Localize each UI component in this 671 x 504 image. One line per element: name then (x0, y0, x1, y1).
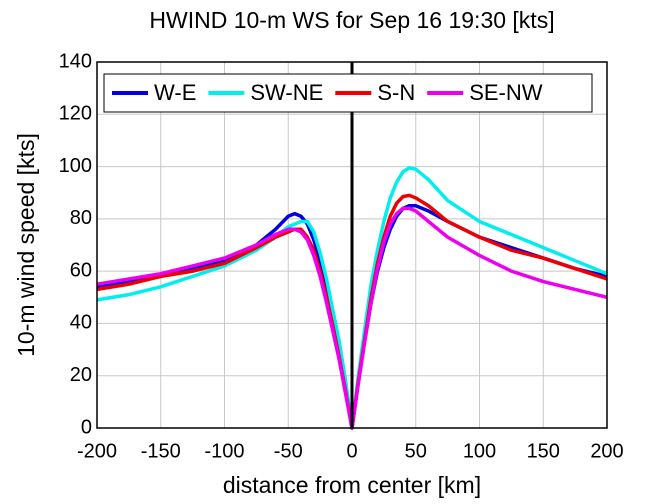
y-tick-label: 0 (81, 416, 92, 438)
x-tick-label: 100 (463, 440, 496, 462)
y-tick-label: 140 (59, 50, 92, 72)
x-tick-label: 0 (346, 440, 357, 462)
y-tick-label: 40 (70, 312, 92, 334)
y-tick-label: 80 (70, 207, 92, 229)
y-axis-label: 10-m wind speed [kts] (13, 133, 39, 357)
plot-frame (96, 61, 608, 429)
x-tick-label: -50 (274, 440, 303, 462)
legend-label: S-N (377, 80, 415, 105)
y-tick-label: 100 (59, 155, 92, 177)
legend-label: SW-NE (250, 80, 323, 105)
x-tick-label: -150 (141, 440, 181, 462)
y-tick-label: 60 (70, 259, 92, 281)
x-tick-label: 150 (527, 440, 560, 462)
chart-title: HWIND 10-m WS for Sep 16 19:30 [kts] (149, 7, 554, 33)
legend-label: W-E (154, 80, 196, 105)
y-tick-label: 120 (59, 103, 92, 125)
x-axis-label: distance from center [km] (223, 472, 481, 498)
x-tick-label: -200 (77, 440, 117, 462)
legend-label: SE-NW (469, 80, 543, 105)
x-tick-label: -100 (204, 440, 244, 462)
legend: W-E SW-NE S-N SE-NW (103, 73, 593, 113)
y-tick-label: 20 (70, 364, 92, 386)
x-tick-label: 50 (405, 440, 427, 462)
x-tick-label: 200 (590, 440, 623, 462)
